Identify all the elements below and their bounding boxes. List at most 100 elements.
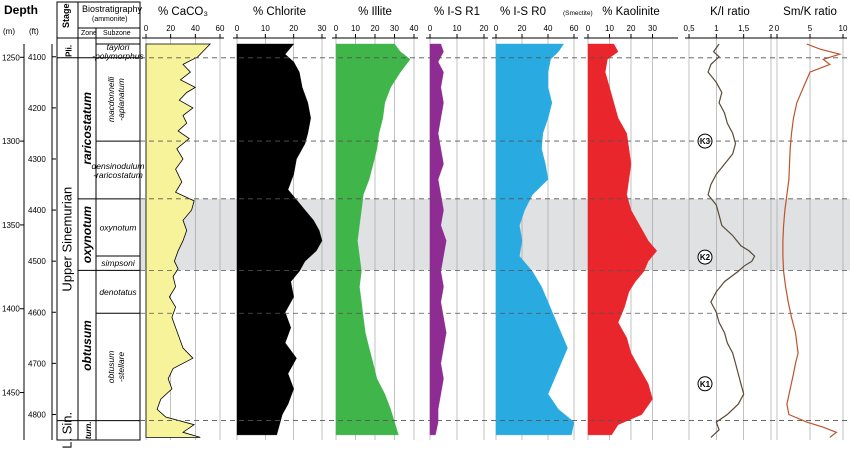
depth-tick-label-ft: 4400 xyxy=(28,206,46,215)
profile-area xyxy=(495,43,575,436)
profile-line xyxy=(707,43,756,438)
panel-title: % Kaolinite xyxy=(602,6,660,18)
marker-label: K3 xyxy=(700,137,711,146)
profile-area xyxy=(429,43,447,436)
depth-tick-label-m: 1400 xyxy=(2,305,20,314)
panel: 0 10 20 30 % Kaolinite xyxy=(584,6,678,440)
subzone-label: denotatus xyxy=(99,287,137,297)
subzone-label: -stellare xyxy=(116,352,126,383)
subzone-label: densinodulum xyxy=(92,161,145,171)
depth-unit-ft: (ft) xyxy=(29,27,39,36)
panel-tick-label: 30 xyxy=(318,24,327,33)
panel-tick-label: 1 xyxy=(714,24,719,33)
panel-tick-label: 0 xyxy=(775,24,780,33)
profile-area xyxy=(236,43,323,436)
panel: 0 20 40 60 % I-S R0 (Smectite) xyxy=(492,6,593,440)
subzone-label: simpsoni xyxy=(101,258,136,268)
subzone-label: obtusum xyxy=(106,351,116,384)
depth-tick-label-ft: 4200 xyxy=(28,104,46,113)
depth-tick-label-m: 1300 xyxy=(2,137,20,146)
panel-tick-label: 30 xyxy=(648,24,657,33)
panel-tick-label: 1,5 xyxy=(738,24,750,33)
subzone-label: oxynotum xyxy=(100,222,137,232)
depth-tick-label-ft: 4800 xyxy=(28,410,46,419)
panel: 0 10 20% I-S R1 xyxy=(426,6,489,440)
panel-title: K/I ratio xyxy=(710,6,750,18)
depth-unit-m: (m) xyxy=(3,27,15,36)
panel-tick-label: 40 xyxy=(191,24,200,33)
panel-title: % I-S R0 xyxy=(500,6,546,18)
marker-label: K1 xyxy=(700,380,711,389)
panel-tick-label: 20 xyxy=(518,24,527,33)
panel-tick-label: 60 xyxy=(570,24,579,33)
profile-area xyxy=(587,43,658,436)
panel: 0,5 1 1,5 2 K/I ratio xyxy=(683,6,775,440)
panel-tick-label: 5 xyxy=(808,24,813,33)
panel-title: % Chlorite xyxy=(253,6,306,18)
panel-tick-label: 20 xyxy=(371,24,380,33)
panel: 0 20 40 60 % CaCO₃ xyxy=(142,6,225,440)
depth-tick-label-ft: 4500 xyxy=(28,257,46,266)
panel: 0 10 20 30 40 % Illite xyxy=(332,6,419,440)
profile-area xyxy=(145,43,212,438)
depth-tick-label-m: 1250 xyxy=(2,53,20,62)
marker-label: K2 xyxy=(700,253,711,262)
panel-tick-label: 10 xyxy=(605,24,614,33)
stage-header: Stage xyxy=(61,3,71,28)
marker-circle xyxy=(697,249,713,265)
stage-label: Pli. xyxy=(65,45,74,57)
profile-line xyxy=(782,43,842,438)
zone-header: Zone xyxy=(81,30,97,37)
panel-tick-label: 10 xyxy=(839,24,848,33)
depth-tick-label-ft: 4100 xyxy=(28,53,46,62)
subzone-label: -raricostatum xyxy=(93,170,143,180)
zone-label: turn. xyxy=(84,421,93,439)
panel-tick-label: 2 xyxy=(769,24,774,33)
ammonite-header: (ammonite) xyxy=(92,16,127,23)
panel-tick-label: 0 xyxy=(586,24,591,33)
depth-title: Depth xyxy=(4,3,38,17)
subzone-label: macdonnelli xyxy=(106,76,116,122)
panel-tick-label: 0,5 xyxy=(683,24,695,33)
panel-title: % Illite xyxy=(358,6,392,18)
strat-frame xyxy=(56,1,141,441)
panel-tick-label: 20 xyxy=(166,24,175,33)
panel-subtitle: (Smectite) xyxy=(563,10,593,17)
panel-tick-label: 60 xyxy=(216,24,225,33)
panel-tick-label: 10 xyxy=(453,24,462,33)
panel-tick-label: 10 xyxy=(261,24,270,33)
panel: 0 10 20 30 % Chlorite xyxy=(233,6,327,440)
panel-tick-label: 0 xyxy=(494,24,499,33)
zone-label: oxynotum xyxy=(80,206,94,264)
depth-tick-label-ft: 4300 xyxy=(28,155,46,164)
stage-label: Upper Sinemurian xyxy=(60,187,75,292)
zone-label: raricostatum xyxy=(80,92,94,165)
stage-label: L. Sin. xyxy=(60,412,75,449)
panel-title: % I-S R1 xyxy=(434,6,480,18)
panel-title: % CaCO₃ xyxy=(158,6,208,18)
panel-tick-label: 30 xyxy=(390,24,399,33)
panel-tick-label: 0 xyxy=(428,24,433,33)
boundary-lines xyxy=(140,57,850,421)
subzone-header: Subzone xyxy=(103,30,131,37)
depth-tick-label-ft: 4600 xyxy=(28,308,46,317)
strat-column: Depth (m) (ft) Stage Biostratigraphy (am… xyxy=(2,1,145,449)
marker-circle xyxy=(697,376,713,392)
panel-title: Sm/K ratio xyxy=(783,6,837,18)
subzone-label: taylori xyxy=(107,42,131,52)
panel-tick-label: 40 xyxy=(544,24,553,33)
panel-tick-label: 20 xyxy=(480,24,489,33)
depth-tick-label-m: 1350 xyxy=(2,221,20,230)
depth-tick-label-ft: 4700 xyxy=(28,359,46,368)
subzone-label: -polymorphus xyxy=(92,51,144,61)
panel-tick-label: 20 xyxy=(289,24,298,33)
panel-tick-label: 40 xyxy=(410,24,419,33)
panel-tick-label: 0 xyxy=(144,24,149,33)
panel-tick-label: 0 xyxy=(235,24,240,33)
biostrat-header: Biostratigraphy xyxy=(82,4,143,14)
depth-tick-label-m: 1450 xyxy=(2,389,20,398)
subzone-label: -aplanatum xyxy=(116,78,126,121)
